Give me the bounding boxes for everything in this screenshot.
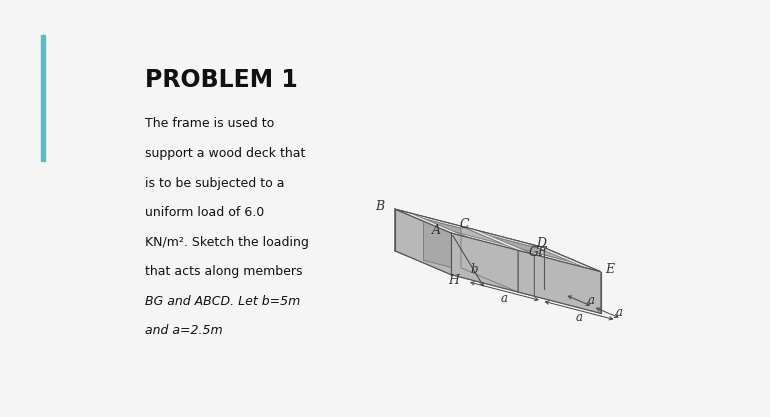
- Text: support a wood deck that: support a wood deck that: [146, 147, 306, 160]
- Text: G: G: [529, 246, 539, 259]
- Text: B: B: [375, 200, 384, 213]
- Text: A: A: [432, 224, 441, 237]
- Polygon shape: [424, 219, 505, 245]
- Text: The frame is used to: The frame is used to: [146, 118, 274, 131]
- Text: and a=2.5m: and a=2.5m: [146, 324, 223, 337]
- Text: is to be subjected to a: is to be subjected to a: [146, 176, 285, 190]
- Text: BG and ABCD. Let b=5m: BG and ABCD. Let b=5m: [146, 295, 300, 308]
- Polygon shape: [517, 250, 534, 296]
- Polygon shape: [394, 209, 556, 253]
- Polygon shape: [439, 228, 601, 271]
- Text: a: a: [588, 294, 594, 307]
- Text: E: E: [605, 263, 614, 276]
- Text: a: a: [501, 292, 508, 305]
- Text: C: C: [460, 218, 469, 231]
- Polygon shape: [455, 232, 505, 286]
- Text: PROBLEM 1: PROBLEM 1: [146, 68, 298, 92]
- Polygon shape: [451, 233, 601, 313]
- Text: uniform load of 6.0: uniform load of 6.0: [146, 206, 264, 219]
- Text: F: F: [537, 246, 546, 259]
- Polygon shape: [394, 209, 544, 289]
- Polygon shape: [490, 236, 571, 262]
- Polygon shape: [521, 249, 571, 304]
- Polygon shape: [461, 226, 517, 292]
- Polygon shape: [424, 219, 474, 273]
- Text: D: D: [537, 237, 547, 250]
- Polygon shape: [490, 236, 540, 290]
- Polygon shape: [394, 209, 407, 256]
- Polygon shape: [394, 209, 451, 275]
- Text: a: a: [576, 311, 583, 324]
- Text: KN/m². Sketch the loading: KN/m². Sketch the loading: [146, 236, 309, 249]
- Text: H: H: [448, 274, 459, 287]
- Text: b: b: [470, 263, 478, 276]
- Text: a: a: [616, 306, 623, 319]
- Polygon shape: [394, 209, 467, 237]
- Polygon shape: [461, 226, 534, 254]
- Polygon shape: [544, 248, 601, 313]
- Text: that acts along members: that acts along members: [146, 265, 303, 278]
- Polygon shape: [527, 243, 601, 271]
